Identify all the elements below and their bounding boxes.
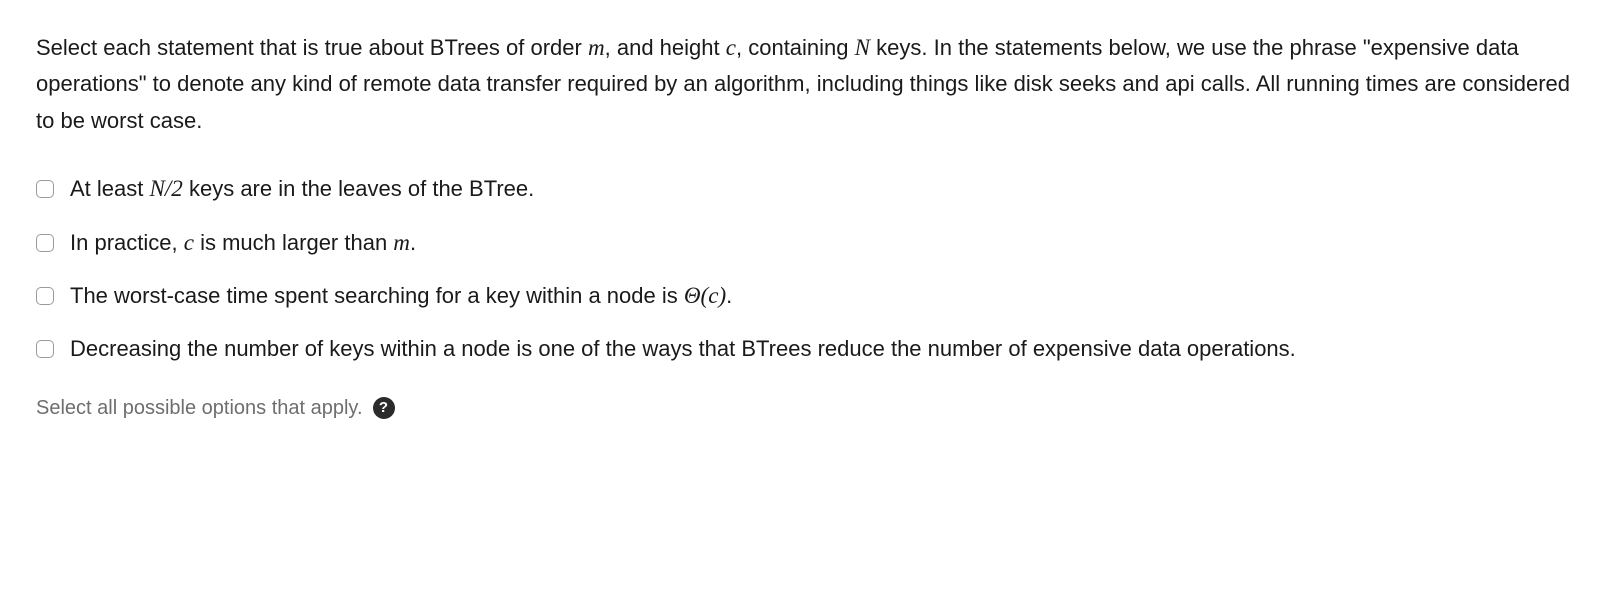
option-label[interactable]: In practice, c is much larger than m.	[70, 225, 416, 261]
checkbox-opt-4[interactable]	[36, 340, 54, 358]
question-text-part: , and height	[605, 35, 726, 60]
math-var-c: c	[726, 34, 736, 60]
question-text-part: , containing	[736, 35, 855, 60]
checkbox-opt-3[interactable]	[36, 287, 54, 305]
checkbox-opt-2[interactable]	[36, 234, 54, 252]
option-text-part: Decreasing the number of keys within a n…	[70, 336, 1296, 361]
hint-text: Select all possible options that apply.	[36, 392, 363, 424]
option-text-part: .	[410, 230, 416, 255]
question-prompt: Select each statement that is true about…	[36, 28, 1586, 139]
hint-row: Select all possible options that apply. …	[36, 392, 1586, 424]
math-expr: Θ(c)	[684, 282, 726, 308]
checkbox-opt-1[interactable]	[36, 180, 54, 198]
question-text-part: Select each statement that is true about…	[36, 35, 588, 60]
option-text-part: keys are in the leaves of the BTree.	[183, 176, 534, 201]
option-text-part: The worst-case time spent searching for …	[70, 283, 684, 308]
option-row: At least N/2 keys are in the leaves of t…	[36, 171, 1586, 207]
option-label[interactable]: At least N/2 keys are in the leaves of t…	[70, 171, 534, 207]
math-var-N: N	[855, 34, 870, 60]
option-row: In practice, c is much larger than m.	[36, 225, 1586, 261]
math-expr: c	[184, 229, 194, 255]
option-label[interactable]: Decreasing the number of keys within a n…	[70, 332, 1296, 366]
option-label[interactable]: The worst-case time spent searching for …	[70, 278, 732, 314]
math-expr: N/2	[149, 175, 182, 201]
option-text-part: In practice,	[70, 230, 184, 255]
help-icon[interactable]: ?	[373, 397, 395, 419]
options-list: At least N/2 keys are in the leaves of t…	[36, 171, 1586, 366]
math-var-m: m	[588, 34, 605, 60]
option-row: The worst-case time spent searching for …	[36, 278, 1586, 314]
option-row: Decreasing the number of keys within a n…	[36, 332, 1586, 366]
option-text-part: At least	[70, 176, 149, 201]
math-expr: m	[393, 229, 410, 255]
option-text-part: .	[726, 283, 732, 308]
option-text-part: is much larger than	[194, 230, 393, 255]
